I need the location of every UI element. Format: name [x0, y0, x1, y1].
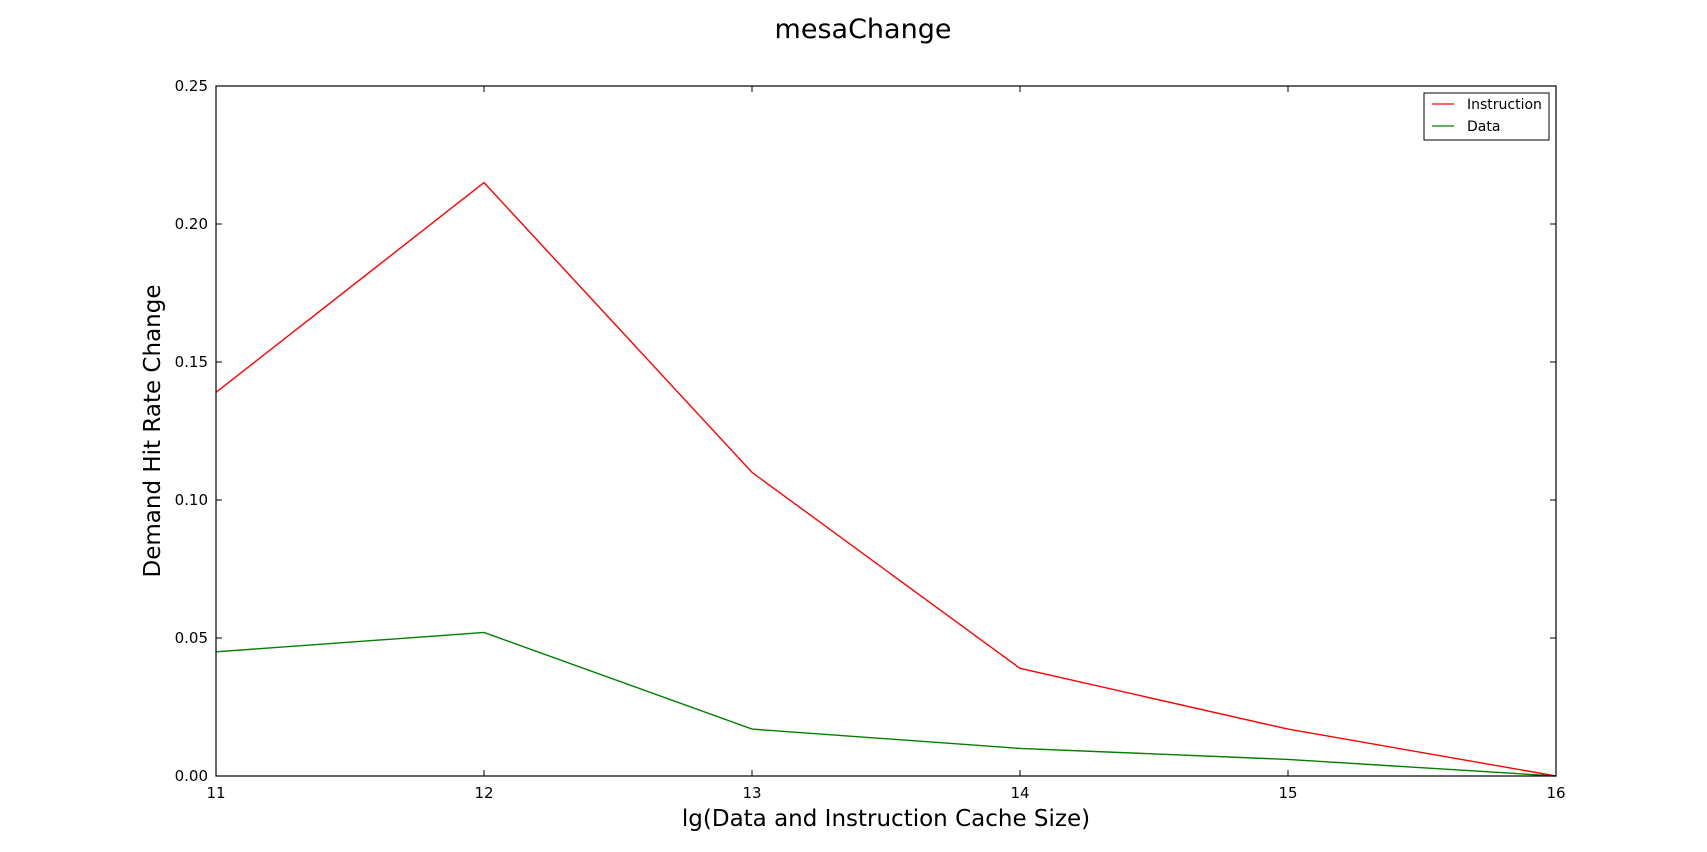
legend-data-label: Data	[1467, 119, 1500, 135]
y-tick-label: 0.20	[175, 215, 208, 233]
y-tick-label: 0.15	[175, 353, 208, 371]
y-tick-label: 0.00	[175, 767, 208, 785]
x-axis-label: lg(Data and Instruction Cache Size)	[682, 806, 1090, 832]
legend: Instruction Data	[1423, 92, 1550, 141]
y-tick-label: 0.10	[175, 491, 208, 509]
y-axis-label: Demand Hit Rate Change	[140, 285, 166, 578]
plot-area	[216, 86, 1556, 776]
x-tick-label: 12	[474, 784, 493, 802]
legend-instruction-label: Instruction	[1467, 97, 1542, 113]
x-tick-label: 15	[1278, 784, 1297, 802]
series-line-data	[215, 631, 1557, 777]
y-tick-label: 0.05	[175, 629, 208, 647]
series-line-instruction	[215, 181, 1557, 777]
series-layer	[215, 181, 1557, 777]
plot-frame	[215, 85, 1557, 777]
x-tick-label: 11	[206, 784, 225, 802]
x-tick-label: 16	[1546, 784, 1565, 802]
y-tick-label: 0.25	[175, 77, 208, 95]
x-tick-label: 14	[1010, 784, 1029, 802]
legend-box	[1423, 92, 1550, 141]
x-tick-label: 13	[742, 784, 761, 802]
chart-title: mesaChange	[775, 14, 952, 45]
